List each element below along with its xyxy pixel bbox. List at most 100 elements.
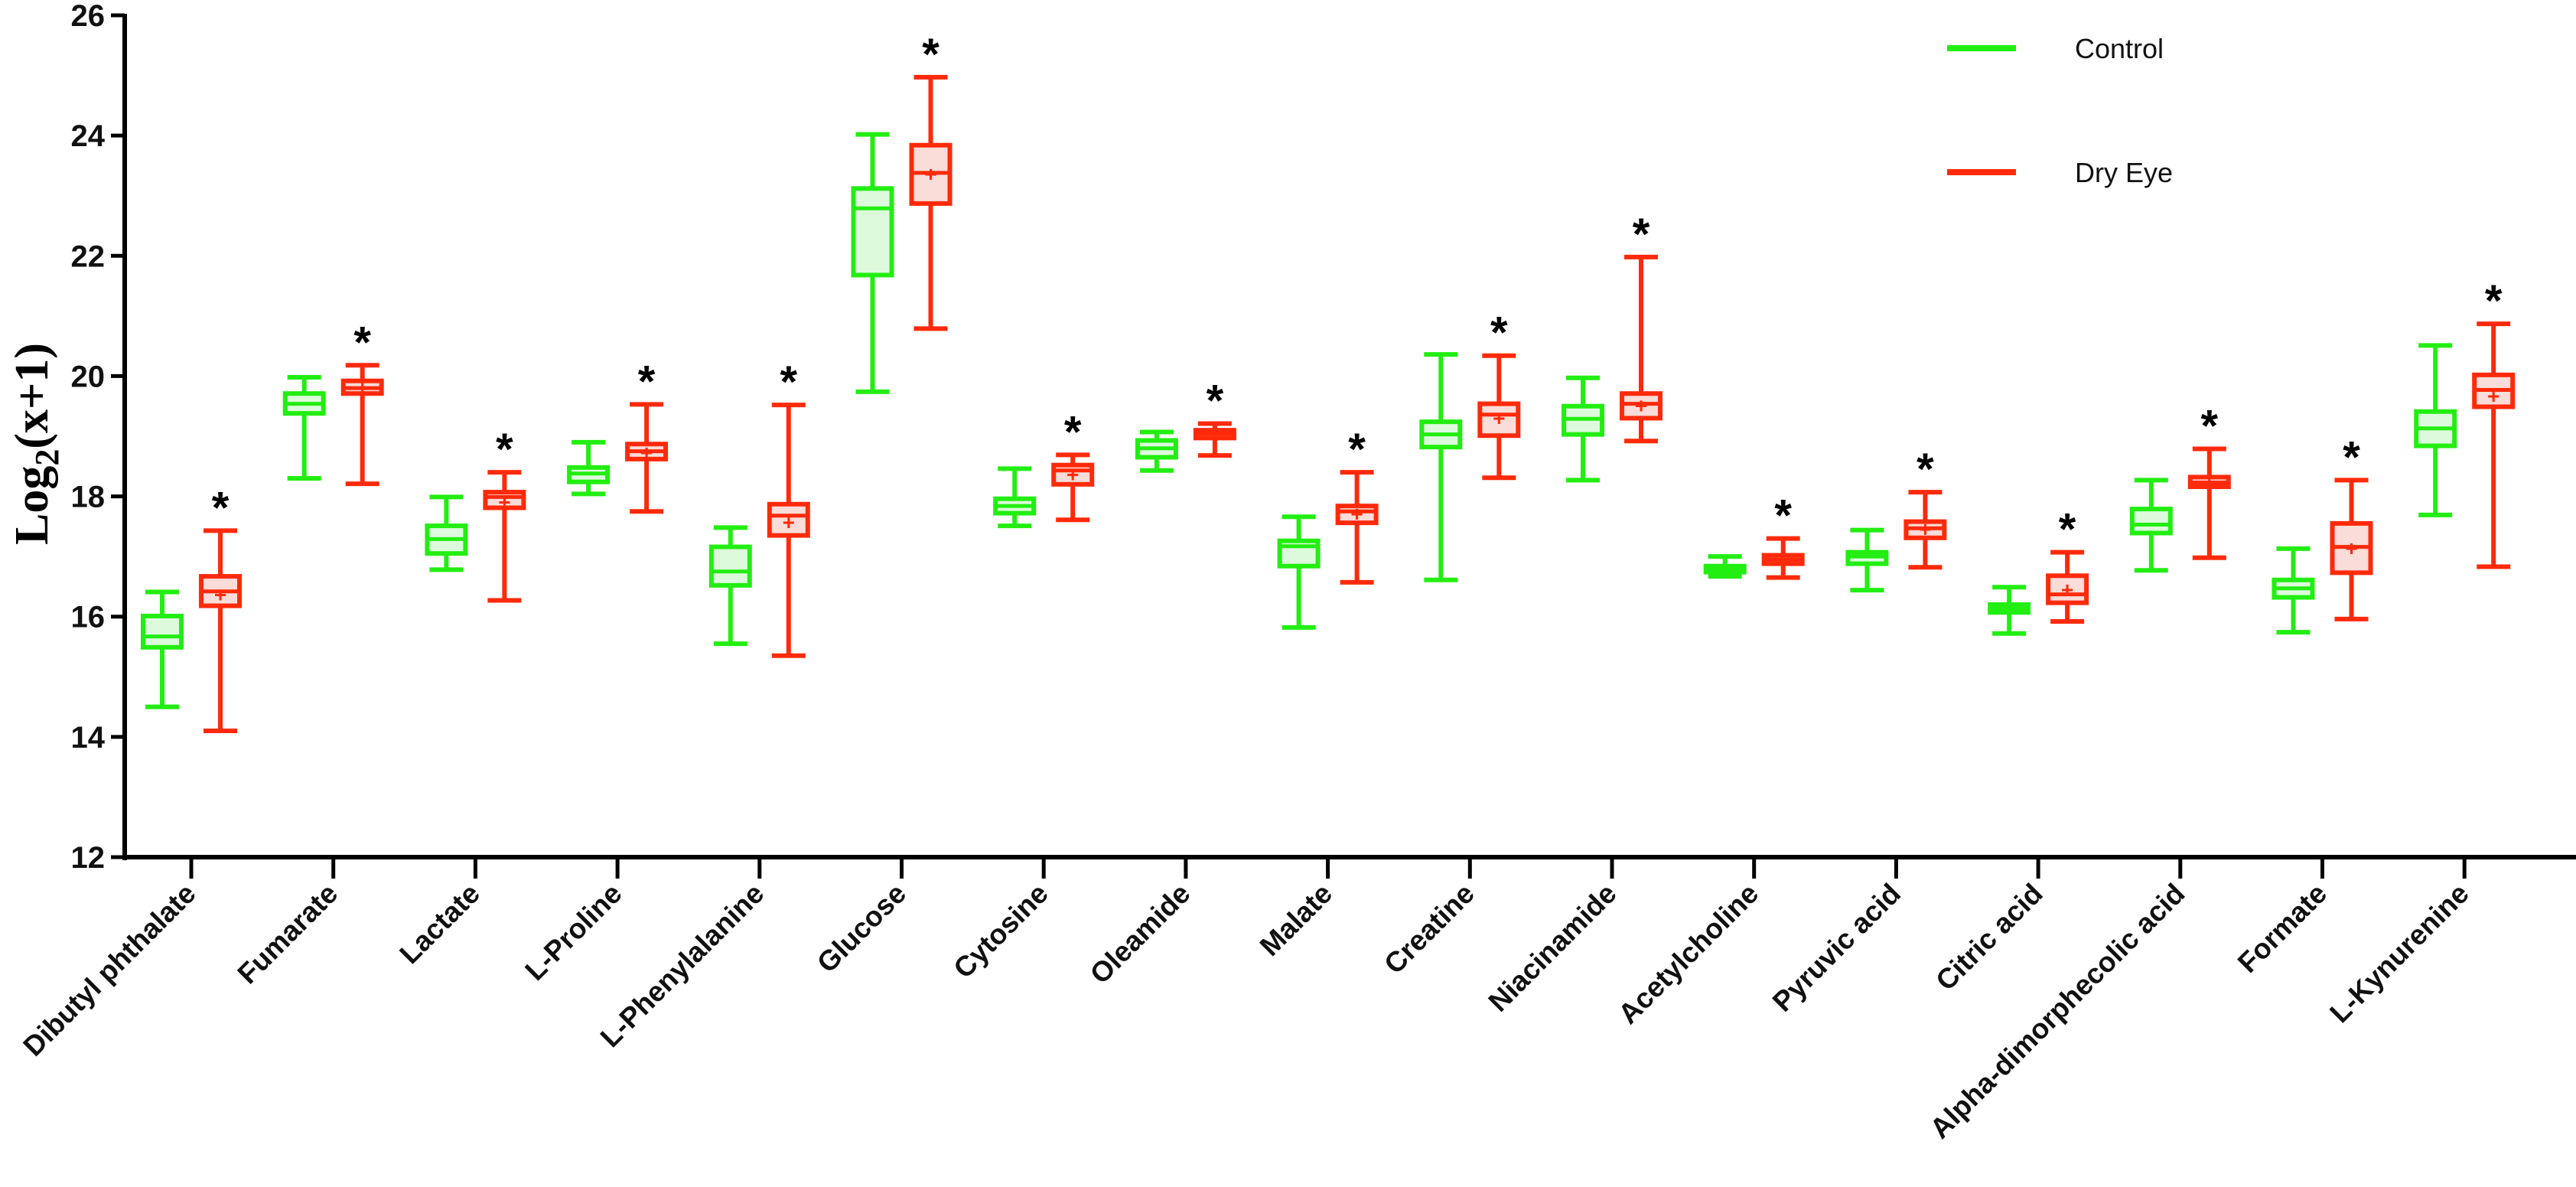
mean-marker: + (640, 441, 653, 465)
box-dry-eye: +* (2330, 432, 2373, 621)
box-dry-eye: +* (483, 425, 526, 603)
significance-star: * (2059, 505, 2076, 555)
box-dry-eye: +* (1620, 210, 1663, 444)
significance-star: * (1207, 377, 1224, 426)
mean-marker: + (783, 510, 795, 534)
box-iqr (708, 544, 752, 588)
mean-marker: + (214, 582, 226, 606)
box-dry-eye: +* (2046, 505, 2089, 624)
box-dry-eye: +* (340, 318, 384, 487)
x-tick-label: Dibutyl phthalate (17, 878, 201, 1062)
x-tick-label: Acetylcholine (1612, 878, 1764, 1030)
box-control (2272, 546, 2315, 635)
x-tick-label: Fumarate (232, 878, 344, 990)
significance-star: * (2485, 276, 2503, 326)
y-axis-title: Log2(x+1) (6, 343, 66, 545)
box-control (708, 525, 752, 647)
legend-label: Dry Eye (2075, 157, 2173, 188)
mean-marker: + (1919, 517, 1931, 541)
y-tick-label: 16 (71, 601, 106, 634)
mean-marker: + (924, 162, 936, 186)
box-iqr (1620, 391, 1663, 421)
y-tick-label: 20 (71, 360, 106, 393)
mean-marker: + (1350, 502, 1363, 526)
mean-marker: + (498, 490, 510, 514)
significance-star: * (496, 425, 513, 474)
y-tick-label: 18 (71, 481, 106, 514)
mean-marker: + (1493, 406, 1505, 430)
mean-marker: + (1777, 547, 1790, 571)
box-dry-eye: +* (1477, 308, 1521, 481)
box-dry-eye: +* (1193, 377, 1236, 458)
y-tick-label: 26 (71, 0, 106, 33)
x-tick-label: Niacinamide (1483, 878, 1623, 1018)
box-dry-eye: +* (2472, 276, 2516, 569)
box-control (1277, 514, 1321, 630)
x-tick-label: Glucose (811, 878, 912, 979)
box-dry-eye: +* (1335, 425, 1379, 585)
significance-star: * (1917, 445, 1934, 494)
mean-marker: + (2203, 471, 2216, 494)
significance-star: * (638, 357, 656, 406)
box-control (425, 494, 468, 572)
box-control (1419, 352, 1463, 582)
box-control (851, 132, 894, 394)
significance-star: * (922, 30, 940, 80)
significance-star: * (2343, 432, 2360, 482)
box-control (1562, 375, 1604, 483)
significance-star: * (1348, 425, 1366, 474)
box-dry-eye: +* (1761, 491, 1805, 580)
box-control (1845, 527, 1889, 593)
x-tick-label: Pyruvic acid (1767, 878, 1907, 1018)
box-dry-eye: +* (625, 357, 669, 514)
x-tick-label: Oleamide (1084, 878, 1197, 990)
box-control (1135, 429, 1178, 473)
significance-star: * (1490, 308, 1508, 358)
box-control (2129, 478, 2173, 573)
box-dry-eye: +* (2187, 402, 2231, 560)
mean-marker: + (1635, 394, 1647, 418)
box-dry-eye: +* (199, 483, 242, 733)
significance-star: * (2201, 402, 2219, 452)
box-iqr (2129, 507, 2173, 536)
legend-label: Control (2075, 33, 2164, 64)
significance-star: * (1633, 210, 1650, 259)
significance-star: * (780, 357, 798, 407)
box-control (1703, 554, 1747, 579)
box-iqr (851, 186, 894, 278)
box-control (1988, 585, 2031, 636)
box-iqr (1051, 462, 1095, 487)
box-control (141, 589, 184, 709)
box-dry-eye: +* (909, 30, 953, 331)
box-dry-eye: +* (767, 357, 810, 658)
y-tick-label: 12 (71, 841, 106, 875)
x-tick-label: L-Kynurenine (2324, 878, 2475, 1029)
box-dry-eye: +* (1904, 445, 1947, 570)
box-iqr (2046, 573, 2089, 605)
box-dry-eye: +* (1051, 407, 1095, 523)
y-tick-label: 24 (71, 119, 106, 153)
x-tick-label: L-Proline (519, 878, 627, 986)
x-tick-label: Alpha-dimorphecolic acid (1924, 878, 2191, 1145)
box-iqr (1477, 401, 1521, 439)
mean-marker: + (2061, 578, 2073, 602)
box-control (567, 439, 611, 497)
x-tick-label: Formate (2232, 878, 2333, 979)
significance-star: * (1064, 407, 1082, 457)
significance-star: * (1774, 491, 1792, 541)
significance-star: * (212, 483, 230, 533)
x-tick-label: Lactate (393, 878, 486, 970)
mean-marker: + (2487, 384, 2499, 408)
mean-marker: + (2345, 536, 2357, 560)
box-control (2414, 343, 2457, 517)
box-iqr (767, 501, 810, 538)
significance-star: * (353, 318, 371, 367)
x-tick-label: Cytosine (947, 878, 1054, 984)
x-tick-label: Malate (1254, 878, 1338, 962)
y-axis: 12 14 16 18 20 22 24 26 (71, 0, 127, 875)
x-axis: Dibutyl phthalate Fumarate Lactate L-Prolin… (17, 855, 2576, 1145)
x-tick-label: Creatine (1378, 878, 1480, 980)
mean-marker: + (1067, 462, 1079, 486)
